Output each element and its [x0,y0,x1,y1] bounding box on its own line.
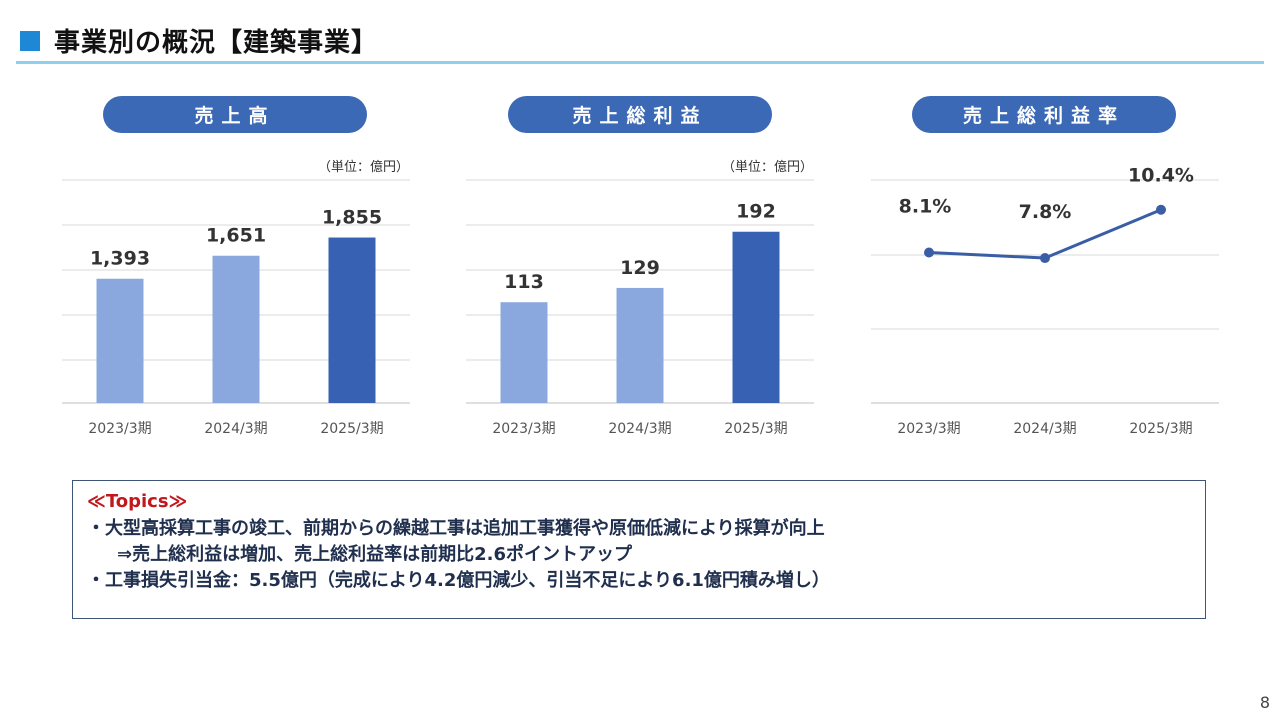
topics-line-2: ⇒売上総利益は増加、売上総利益率は前期比2.6ポイントアップ [117,544,632,565]
topics-line-1: ・大型高採算工事の竣工、前期からの繰越工事は追加工事獲得や原価低減により採算が向… [87,518,825,539]
unit-label-gross-profit: （単位：億円） [722,160,814,175]
bar [732,231,780,403]
x-tick-label: 2023/3期 [897,421,960,437]
data-label: 1,855 [322,207,382,229]
bar [328,237,376,403]
panel-label-sales: 売上高 [103,96,367,133]
page-header: 事業別の概況【建築事業】 [20,22,378,59]
bar [96,278,144,403]
title-divider [16,61,1264,64]
data-label: 113 [504,271,544,293]
data-label: 7.8% [1019,201,1072,223]
x-tick-label: 2024/3期 [608,421,671,437]
data-label: 129 [620,257,660,279]
bar [616,287,664,403]
x-tick-label: 2024/3期 [204,421,267,437]
line-point [1040,253,1050,264]
bar [500,302,548,403]
bar [212,255,260,403]
title-marker-icon [20,30,40,51]
page-title: 事業別の概況【建築事業】 [54,28,379,58]
data-label: 1,393 [90,248,150,270]
line-point [924,247,934,258]
x-tick-label: 2025/3期 [1129,421,1192,437]
unit-label-sales: （単位：億円） [318,160,410,175]
page-number: 8 [1259,693,1270,712]
topics-box: ≪Topics≫ ・大型高採算工事の竣工、前期からの繰越工事は追加工事獲得や原価… [72,480,1206,619]
charts-area: 2023/3期 1,393 2024/3期 1,651 2025/3期 1,855 2023… [62,165,1219,437]
x-tick-label: 2025/3期 [724,421,787,437]
data-label: 1,651 [206,225,266,247]
topics-heading: ≪Topics≫ [87,491,188,512]
data-label: 8.1% [899,195,952,217]
x-tick-label: 2024/3期 [1013,421,1076,437]
x-tick-label: 2025/3期 [320,421,383,437]
x-tick-label: 2023/3期 [88,421,151,437]
data-label: 192 [736,201,776,223]
x-tick-label: 2023/3期 [492,421,555,437]
data-label: 10.4% [1128,165,1194,187]
panel-label-gross-margin: 売上総利益率 [912,96,1176,133]
line-point [1156,204,1166,215]
topics-line-3: ・工事損失引当金：5.5億円（完成により4.2億円減少、引当不足により6.1億円… [87,570,830,591]
panel-label-gross-profit: 売上総利益 [508,96,772,133]
